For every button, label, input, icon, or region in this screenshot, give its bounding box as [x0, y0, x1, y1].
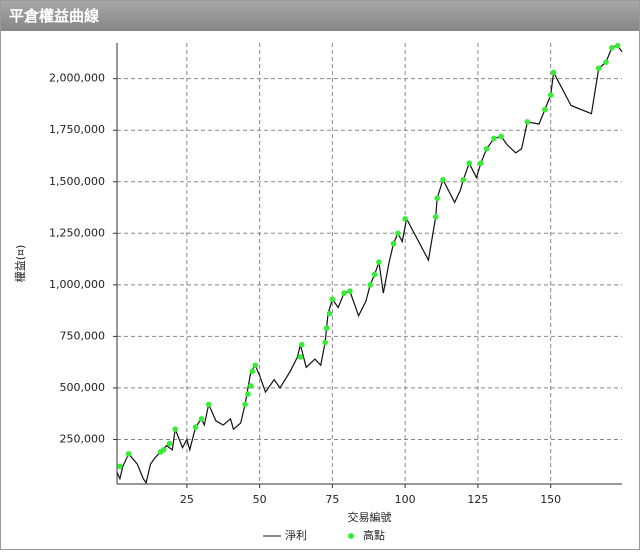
- high-point: [402, 216, 408, 222]
- high-point: [460, 176, 467, 183]
- high-point: [205, 401, 212, 408]
- high-point: [198, 416, 205, 422]
- high-point: [478, 160, 484, 166]
- high-point: [547, 92, 554, 98]
- y-tick-label: 1,750,000: [49, 123, 105, 136]
- x-tick-label: 150: [540, 493, 561, 506]
- high-point: [434, 195, 440, 202]
- y-axis-label: 權益(¤): [13, 245, 27, 283]
- high-point: [172, 426, 179, 432]
- high-point: [160, 446, 167, 453]
- legend-swatch: [348, 533, 354, 539]
- high-point: [329, 296, 336, 303]
- high-point: [603, 59, 609, 65]
- high-point: [252, 362, 259, 369]
- high-point: [432, 214, 439, 220]
- x-tick-label: 50: [253, 493, 267, 506]
- high-point: [242, 401, 248, 408]
- high-point: [299, 341, 305, 348]
- title-bar: 平倉權益曲線: [1, 1, 639, 31]
- high-point: [483, 145, 490, 152]
- high-point: [192, 424, 199, 430]
- y-tick-label: 250,000: [60, 432, 106, 445]
- high-point: [249, 368, 256, 375]
- x-tick-label: 100: [395, 493, 416, 506]
- high-point: [395, 230, 401, 237]
- y-tick-label: 1,000,000: [49, 278, 105, 291]
- y-tick-label: 500,000: [60, 381, 106, 394]
- high-point: [376, 259, 382, 265]
- x-tick-label: 125: [467, 493, 488, 506]
- high-point: [609, 44, 615, 51]
- y-tick-label: 1,250,000: [49, 226, 105, 239]
- high-point: [347, 288, 353, 294]
- high-point: [542, 106, 548, 113]
- high-point: [491, 135, 497, 142]
- high-point: [524, 119, 531, 125]
- x-axis-label: 交易編號: [348, 510, 392, 524]
- chart: 250,000 500,000 750,000 1,000,000 1,250,000 1…: [13, 42, 623, 542]
- high-point: [371, 271, 378, 278]
- high-point: [323, 325, 330, 331]
- high-point: [367, 282, 374, 288]
- high-point: [440, 176, 446, 183]
- x-tick-label: 75: [325, 493, 339, 506]
- high-point: [550, 69, 557, 76]
- legend-label: 淨利: [285, 529, 307, 542]
- high-point: [166, 440, 173, 447]
- y-tick-label: 750,000: [60, 329, 106, 342]
- high-point: [498, 133, 505, 140]
- legend-label: 高點: [363, 528, 385, 542]
- x-tick-label: 25: [180, 493, 194, 506]
- high-point: [117, 463, 123, 470]
- high-point: [614, 42, 621, 49]
- high-point: [297, 354, 304, 360]
- high-point: [245, 391, 251, 397]
- high-point: [248, 383, 254, 389]
- y-tick-label: 2,000,000: [49, 72, 105, 85]
- y-tick-label: 1,500,000: [49, 175, 105, 188]
- equity-line: [116, 44, 623, 485]
- high-point: [595, 65, 602, 72]
- high-point: [466, 160, 472, 166]
- high-point: [322, 339, 328, 346]
- high-point: [390, 240, 397, 247]
- high-point: [125, 451, 132, 457]
- high-point: [326, 310, 333, 317]
- high-point: [341, 290, 347, 296]
